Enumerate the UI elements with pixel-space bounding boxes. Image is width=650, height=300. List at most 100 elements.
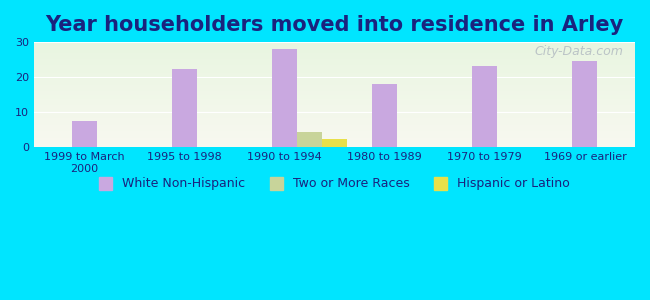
Bar bbox=[34, 59, 635, 60]
Bar bbox=[34, 111, 635, 112]
Bar bbox=[34, 58, 635, 59]
Bar bbox=[34, 117, 635, 118]
Bar bbox=[34, 54, 635, 55]
Bar bbox=[34, 107, 635, 108]
Bar bbox=[34, 106, 635, 107]
Bar bbox=[34, 50, 635, 52]
Bar bbox=[34, 55, 635, 56]
Bar bbox=[34, 89, 635, 90]
Bar bbox=[34, 110, 635, 111]
Bar bbox=[34, 61, 635, 62]
Bar bbox=[34, 94, 635, 96]
Bar bbox=[34, 97, 635, 98]
Bar bbox=[34, 121, 635, 122]
Bar bbox=[34, 47, 635, 48]
Bar bbox=[34, 66, 635, 67]
Bar bbox=[34, 98, 635, 99]
Bar bbox=[34, 71, 635, 73]
Bar bbox=[34, 76, 635, 77]
Bar bbox=[34, 90, 635, 92]
Bar bbox=[34, 127, 635, 128]
Bar bbox=[34, 134, 635, 136]
Bar bbox=[34, 67, 635, 68]
Bar bbox=[34, 131, 635, 132]
Bar bbox=[34, 128, 635, 129]
Bar bbox=[34, 138, 635, 139]
Bar bbox=[34, 62, 635, 63]
Bar bbox=[34, 57, 635, 58]
Bar bbox=[34, 104, 635, 105]
Bar bbox=[34, 130, 635, 131]
Bar bbox=[34, 65, 635, 66]
Bar bbox=[34, 116, 635, 117]
Bar bbox=[34, 124, 635, 125]
Bar bbox=[34, 142, 635, 143]
Bar bbox=[172, 69, 197, 147]
Bar bbox=[34, 102, 635, 103]
Bar bbox=[34, 125, 635, 126]
Bar bbox=[34, 119, 635, 120]
Bar bbox=[34, 81, 635, 82]
Bar bbox=[34, 122, 635, 123]
Title: Year householders moved into residence in Arley: Year householders moved into residence i… bbox=[46, 15, 623, 35]
Bar bbox=[34, 46, 635, 47]
Bar bbox=[34, 103, 635, 104]
Bar bbox=[34, 73, 635, 74]
Bar bbox=[573, 61, 597, 147]
Bar bbox=[34, 42, 635, 43]
Bar bbox=[34, 83, 635, 84]
Bar bbox=[34, 77, 635, 78]
Bar bbox=[34, 136, 635, 138]
Bar bbox=[34, 126, 635, 127]
Bar bbox=[34, 120, 635, 121]
Bar bbox=[72, 121, 97, 147]
Bar bbox=[34, 80, 635, 81]
Bar bbox=[34, 84, 635, 85]
Bar bbox=[34, 63, 635, 64]
Bar bbox=[34, 140, 635, 141]
Bar bbox=[34, 145, 635, 146]
Bar bbox=[372, 84, 397, 147]
Bar bbox=[34, 44, 635, 45]
Bar bbox=[34, 68, 635, 69]
Bar bbox=[34, 146, 635, 147]
Bar bbox=[34, 75, 635, 76]
Bar bbox=[34, 108, 635, 109]
Bar bbox=[34, 99, 635, 100]
Bar bbox=[34, 132, 635, 134]
Bar bbox=[272, 49, 297, 147]
Bar bbox=[473, 66, 497, 147]
Bar bbox=[34, 100, 635, 101]
Bar bbox=[34, 48, 635, 50]
Bar bbox=[34, 115, 635, 116]
Bar bbox=[34, 105, 635, 106]
Bar bbox=[297, 132, 322, 147]
Bar bbox=[34, 78, 635, 79]
Bar bbox=[34, 88, 635, 89]
Bar bbox=[34, 56, 635, 57]
Bar bbox=[34, 64, 635, 65]
Bar bbox=[322, 140, 347, 147]
Bar bbox=[34, 129, 635, 130]
Bar bbox=[34, 139, 635, 140]
Bar bbox=[34, 82, 635, 83]
Text: City-Data.com: City-Data.com bbox=[534, 45, 623, 58]
Bar bbox=[34, 112, 635, 113]
Bar bbox=[34, 123, 635, 124]
Bar bbox=[34, 92, 635, 94]
Bar bbox=[34, 79, 635, 80]
Bar bbox=[34, 70, 635, 71]
Bar bbox=[34, 45, 635, 46]
Bar bbox=[34, 143, 635, 144]
Bar bbox=[34, 74, 635, 75]
Bar bbox=[34, 118, 635, 119]
Bar bbox=[34, 141, 635, 142]
Bar bbox=[34, 85, 635, 86]
Bar bbox=[34, 144, 635, 145]
Legend: White Non-Hispanic, Two or More Races, Hispanic or Latino: White Non-Hispanic, Two or More Races, H… bbox=[94, 172, 575, 196]
Bar bbox=[34, 60, 635, 61]
Bar bbox=[34, 43, 635, 44]
Bar bbox=[34, 87, 635, 88]
Bar bbox=[34, 96, 635, 97]
Bar bbox=[34, 86, 635, 87]
